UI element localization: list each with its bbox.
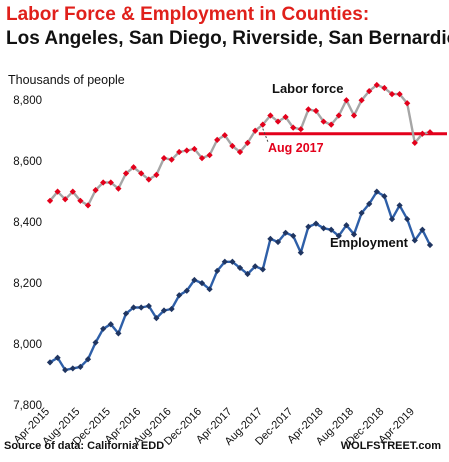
data-point (92, 187, 99, 194)
data-point (183, 147, 190, 154)
data-point (130, 304, 137, 311)
chart-title: Labor Force & Employment in Counties: (6, 4, 370, 25)
chart-subtitle: Los Angeles, San Diego, Riverside, San B… (6, 28, 449, 49)
data-point (138, 304, 145, 311)
annotation-leader (262, 128, 269, 143)
data-point (214, 136, 221, 143)
data-point (176, 148, 183, 156)
data-point (69, 365, 76, 372)
data-point (153, 171, 160, 179)
data-point (138, 170, 145, 177)
data-point (404, 215, 411, 223)
data-point (107, 179, 114, 186)
data-point (160, 155, 168, 162)
series-line-employment (49, 190, 432, 372)
series-label-labor-force: Labor force (272, 81, 344, 96)
brand-label: WOLFSTREET.com (340, 440, 441, 452)
series-group (46, 81, 434, 374)
data-point (236, 148, 244, 156)
data-point (373, 188, 380, 195)
data-point (130, 164, 137, 171)
annotation-group: Labor force Employment Aug 2017 (262, 81, 409, 250)
data-point (54, 354, 61, 361)
data-point (191, 145, 198, 153)
data-point (168, 156, 175, 163)
data-point (388, 215, 396, 223)
series-line-labor-force (49, 83, 431, 207)
data-point (206, 151, 213, 159)
y-tick-label: 8,200 (13, 278, 42, 290)
series-label-employment: Employment (330, 235, 409, 250)
data-point (312, 220, 320, 227)
data-point (122, 170, 130, 177)
y-tick-label: 8,600 (13, 156, 42, 168)
source-note: Source of data: California EDD (4, 440, 165, 452)
data-point (100, 179, 107, 186)
data-point (168, 305, 175, 313)
data-point (77, 197, 84, 204)
y-tick-label: 7,800 (13, 400, 42, 412)
data-point (84, 202, 92, 209)
data-point (297, 126, 304, 133)
data-point (305, 223, 312, 230)
y-axis: 7,800 8,000 8,200 8,400 8,600 8,800 (13, 95, 42, 412)
data-point (206, 286, 213, 293)
data-point (69, 188, 76, 195)
data-point (244, 270, 251, 278)
data-point (229, 142, 236, 150)
y-axis-label: Thousands of people (8, 73, 125, 87)
data-point (198, 155, 206, 162)
data-point (305, 106, 312, 113)
y-tick-label: 8,800 (13, 95, 42, 107)
y-tick-label: 8,000 (13, 339, 42, 351)
data-point (259, 266, 266, 273)
data-point (252, 263, 259, 270)
data-point (46, 197, 54, 204)
annotation-label: Aug 2017 (268, 141, 324, 155)
y-tick-label: 8,400 (13, 217, 42, 229)
data-point (115, 185, 122, 192)
